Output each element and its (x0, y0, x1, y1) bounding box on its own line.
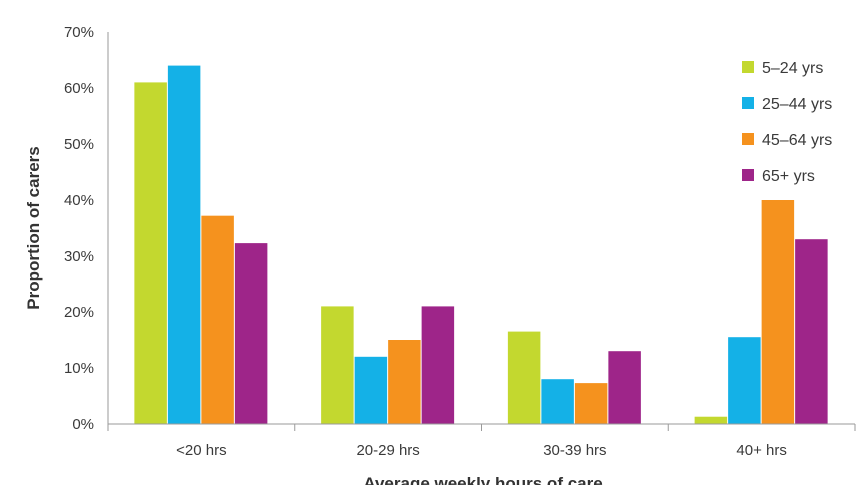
y-axis-title: Proportion of carers (24, 146, 43, 309)
x-axis-title: Average weekly hours of care (363, 474, 602, 485)
legend-swatch (742, 133, 754, 145)
bar (388, 340, 421, 424)
bar (234, 243, 268, 424)
legend-label: 65+ yrs (762, 168, 815, 185)
bar (354, 356, 388, 424)
bar (167, 65, 201, 424)
x-tick-label: 20-29 hrs (356, 442, 419, 459)
bar (507, 331, 541, 424)
x-tick-label: 40+ hrs (736, 442, 786, 459)
y-tick-label: 10% (64, 360, 94, 377)
legend: 5–24 yrs 25–44 yrs 45–64 yrs 65+ yrs (742, 60, 832, 185)
bar (421, 306, 455, 424)
y-tick-label: 70% (64, 24, 94, 41)
bar (761, 200, 795, 424)
y-tick-label: 60% (64, 80, 94, 97)
bar (541, 379, 574, 424)
bar (728, 337, 761, 424)
legend-swatch (742, 61, 754, 73)
y-tick-label: 30% (64, 248, 94, 265)
legend-label: 45–64 yrs (762, 132, 832, 149)
legend-swatch (742, 169, 754, 181)
x-axis: <20 hrs 20-29 hrs 30-39 hrs 40+ hrs (107, 32, 856, 459)
bar (795, 239, 828, 424)
x-tick-label: 30-39 hrs (543, 442, 606, 459)
y-axis-ticks: 0% 10% 20% 30% 40% 50% 60% 70% (64, 24, 94, 433)
bar (694, 416, 728, 424)
bar (134, 82, 167, 425)
y-tick-label: 40% (64, 192, 94, 209)
y-tick-label: 50% (64, 136, 94, 153)
bar (321, 306, 354, 424)
x-tick-label: <20 hrs (176, 442, 226, 459)
legend-label: 5–24 yrs (762, 60, 823, 77)
bar (608, 351, 641, 424)
bar (574, 383, 608, 424)
y-tick-label: 0% (72, 416, 94, 433)
y-tick-label: 20% (64, 304, 94, 321)
bar (201, 215, 234, 424)
legend-swatch (742, 97, 754, 109)
bars (134, 65, 828, 425)
legend-label: 25–44 yrs (762, 96, 832, 113)
